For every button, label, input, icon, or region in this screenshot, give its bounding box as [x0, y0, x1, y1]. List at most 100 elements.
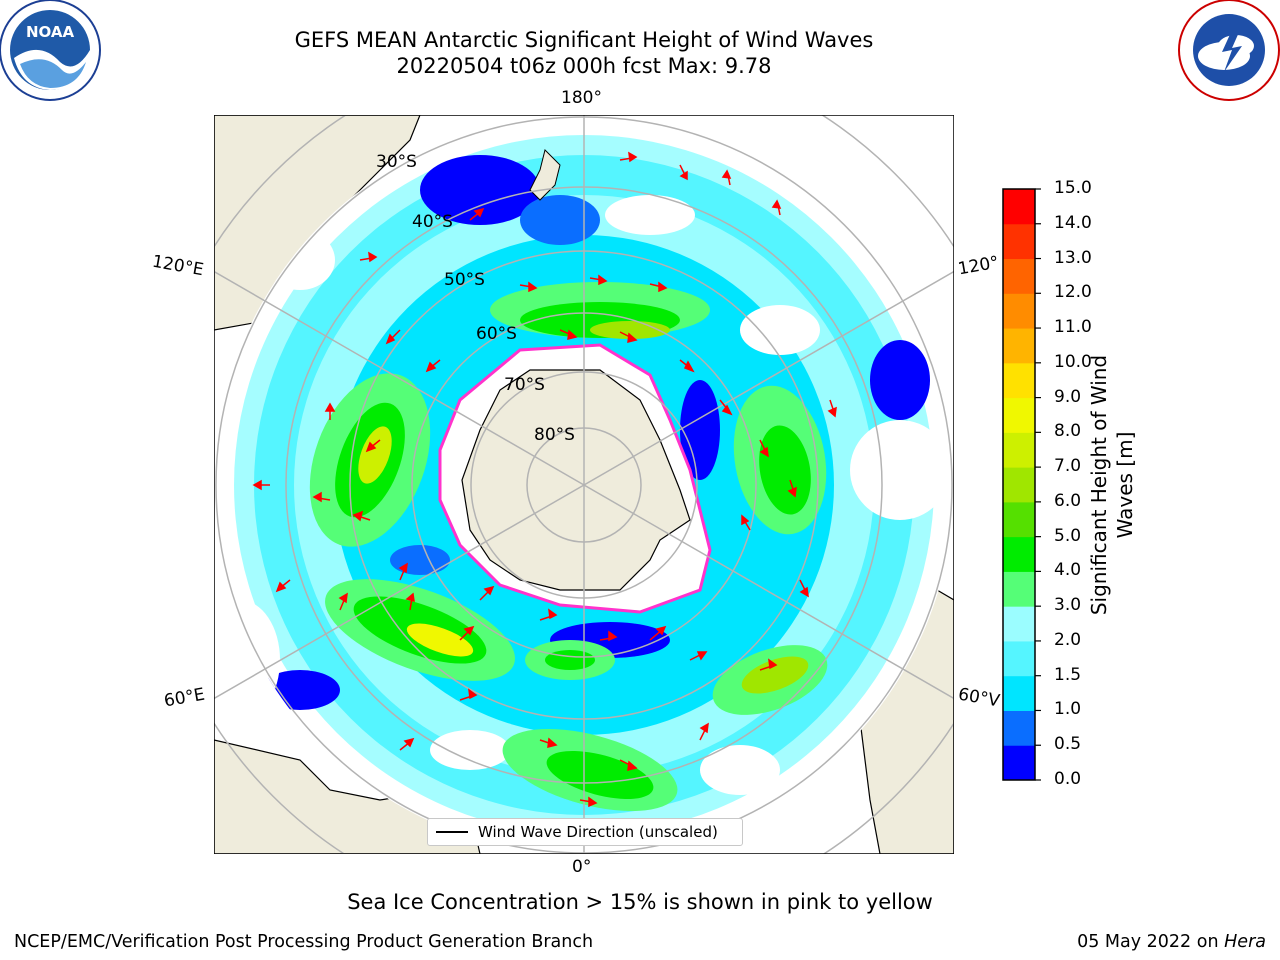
- colorbar: [1002, 188, 1041, 781]
- label-lat-80: 80°S: [534, 425, 575, 445]
- legend-line-symbol: [436, 831, 468, 833]
- colorbar-segment: [1003, 675, 1035, 711]
- arrow: [619, 759, 638, 771]
- sea-ice-note: Sea Ice Concentration > 15% is shown in …: [347, 890, 933, 914]
- nws-logo: [1178, 0, 1280, 101]
- footer-branch: NCEP/EMC/Verification Post Processing Pr…: [14, 932, 594, 952]
- colorbar-segment: [1003, 189, 1035, 225]
- label-lat-30: 30°S: [376, 152, 417, 172]
- colorbar-tick-label: 0.5: [1054, 734, 1082, 755]
- colorbar-segment: [1003, 293, 1035, 329]
- label-lon-top: 180°: [561, 88, 602, 108]
- arrow: [699, 722, 709, 741]
- noaa-logo-text: NOAA: [26, 23, 75, 41]
- arrow: [352, 510, 371, 522]
- label-lat-50: 50°S: [444, 270, 485, 290]
- arrow: [338, 592, 348, 611]
- footer-date-text: 05 May 2022 on: [1077, 932, 1219, 952]
- arrow: [252, 479, 270, 491]
- arrow: [689, 651, 708, 661]
- arrow: [459, 688, 478, 701]
- colorbar-tick-label: 1.0: [1054, 699, 1082, 720]
- arrow: [324, 402, 336, 420]
- colorbar-tick-label: 1.5: [1054, 664, 1082, 685]
- colorbar-segment: [1003, 640, 1035, 677]
- colorbar-title: Significant Height of Wind Waves [m]: [1087, 354, 1137, 616]
- arrow: [741, 514, 751, 531]
- graticule: [214, 115, 954, 854]
- arrow: [399, 737, 415, 751]
- arrow: [385, 329, 401, 345]
- legend-label: Wind Wave Direction (unscaled): [478, 823, 718, 841]
- noaa-logo: NOAA: [0, 0, 101, 101]
- colorbar-tick-label: 5.0: [1054, 525, 1082, 546]
- colorbar-tick-label: 10.0: [1054, 351, 1092, 372]
- colorbar-segment: [1003, 432, 1035, 468]
- colorbar-tick-label: 4.0: [1054, 560, 1082, 581]
- label-lat-60: 60°S: [476, 324, 517, 344]
- colorbar-tick-label: 9.0: [1054, 386, 1082, 407]
- arrow: [827, 399, 837, 418]
- arrow: [275, 579, 291, 593]
- colorbar-segment: [1003, 606, 1035, 642]
- map-area: [214, 115, 954, 854]
- arrow: [398, 562, 408, 581]
- label-lat-40: 40°S: [412, 212, 453, 232]
- colorbar-tick-label: 7.0: [1054, 456, 1082, 477]
- arrow: [771, 199, 782, 216]
- wind-wave-arrows: [252, 151, 837, 808]
- arrow: [359, 251, 378, 263]
- arrow: [425, 359, 441, 373]
- arrow: [519, 281, 538, 293]
- arrow: [719, 399, 733, 416]
- colorbar-frame: [1002, 188, 1036, 781]
- label-lon-bottom: 0°: [572, 857, 592, 877]
- arrow: [679, 164, 688, 181]
- arrow: [759, 658, 778, 671]
- label-lat-70: 70°S: [504, 375, 545, 395]
- land-new-zealand: [529, 149, 561, 201]
- map-legend: Wind Wave Direction (unscaled): [427, 818, 743, 846]
- arrow: [539, 737, 558, 748]
- colorbar-tick-label: 3.0: [1054, 595, 1082, 616]
- title-line-2: 20220504 t06z 000h fcst Max: 9.78: [396, 54, 772, 78]
- arrow: [759, 439, 769, 458]
- colorbar-segment: [1003, 397, 1035, 433]
- arrow: [589, 274, 608, 286]
- arrow: [619, 151, 638, 163]
- arrow: [459, 625, 475, 641]
- colorbar-segment: [1003, 501, 1035, 538]
- colorbar-tick-label: 6.0: [1054, 490, 1082, 511]
- arrow: [619, 331, 638, 343]
- colorbar-segment: [1003, 745, 1035, 781]
- colorbar-segment: [1003, 258, 1035, 294]
- arrow: [479, 585, 495, 601]
- colorbar-segment: [1003, 223, 1035, 260]
- arrow: [469, 207, 485, 221]
- colorbar-tick-label: 14.0: [1054, 212, 1092, 233]
- footer-date: 05 May 2022 on Hera: [1077, 932, 1266, 952]
- colorbar-tick-label: 12.0: [1054, 282, 1092, 303]
- colorbar-segment: [1003, 328, 1035, 364]
- colorbar-segment: [1003, 571, 1035, 607]
- arrow: [649, 625, 667, 641]
- footer-host: Hera: [1224, 932, 1266, 952]
- colorbar-tick-label: 15.0: [1054, 178, 1092, 198]
- colorbar-segment: [1003, 710, 1035, 746]
- colorbar-tick-label: 11.0: [1054, 317, 1092, 338]
- arrow: [579, 796, 598, 808]
- arrow: [787, 479, 797, 498]
- colorbar-tick-label: 0.0: [1054, 769, 1082, 789]
- colorbar-segment: [1003, 362, 1035, 399]
- arrow: [365, 439, 381, 453]
- arrow: [559, 329, 578, 340]
- arrow: [599, 630, 618, 642]
- colorbar-segment: [1003, 536, 1035, 572]
- colorbar-segment: [1003, 467, 1035, 503]
- title-line-1: GEFS MEAN Antarctic Significant Height o…: [294, 28, 874, 52]
- colorbar-tick-label: 2.0: [1054, 629, 1082, 650]
- colorbar-tick-label: 8.0: [1054, 421, 1082, 442]
- arrow: [649, 281, 668, 293]
- arrow: [312, 491, 331, 503]
